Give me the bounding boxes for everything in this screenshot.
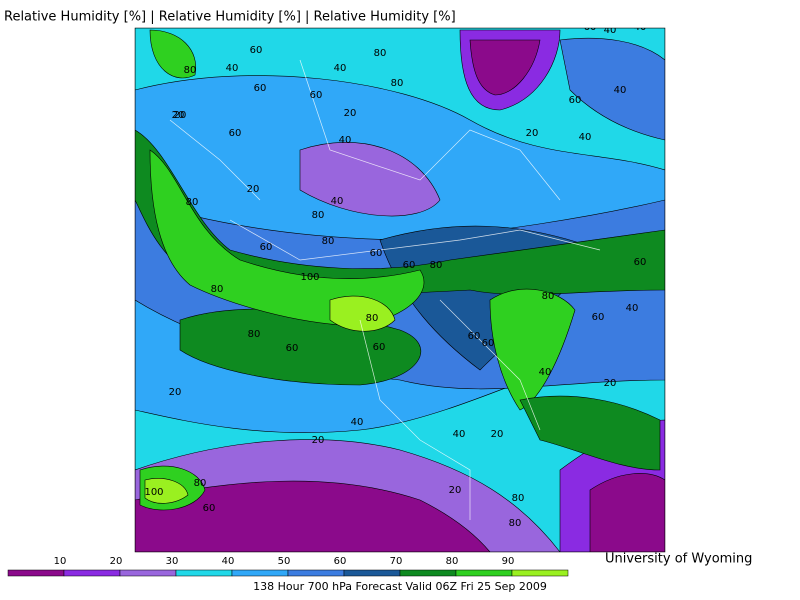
map-frame	[134, 27, 666, 553]
contour-label: 60	[373, 342, 386, 353]
contour-label: 40	[331, 196, 344, 207]
colorbar-swatch	[455, 569, 513, 577]
humidity-region	[489, 288, 576, 411]
contour-label: 20	[174, 110, 187, 121]
contour-label: 60	[592, 312, 605, 323]
border	[229, 219, 601, 261]
humidity-region	[559, 37, 665, 141]
colorbar-tick-label: 20	[110, 556, 123, 567]
colorbar-swatch	[231, 569, 289, 577]
contour-label: 100	[300, 272, 319, 283]
contour-label: 40	[604, 25, 617, 36]
map: 60 40 40 60 80 80 20 40 60 40 60 80 20 60 20 40 40 40 20 60…	[134, 22, 666, 553]
contour-label: 80	[211, 284, 224, 295]
humidity-region	[149, 29, 197, 79]
border	[299, 59, 561, 201]
contour-label: 40	[539, 367, 552, 378]
humidity-region	[589, 473, 665, 552]
contour-label: 60	[286, 343, 299, 354]
contour-label: 40	[226, 63, 239, 74]
contour-label: 80	[184, 65, 197, 76]
humidity-region	[329, 295, 396, 332]
colorbar-swatch	[511, 569, 569, 577]
contour-label: 20	[449, 485, 462, 496]
colorbar-tick-label: 30	[166, 556, 179, 567]
contour-label: 60	[310, 90, 323, 101]
contour-label: 80	[186, 197, 199, 208]
humidity-region	[144, 478, 189, 504]
contour-label: 80	[248, 329, 261, 340]
contour-label: 80	[374, 48, 387, 59]
contour-label: 40	[453, 429, 466, 440]
contour-label: 80	[366, 313, 379, 324]
humidity-region	[135, 480, 491, 552]
colorbar-swatch	[175, 569, 233, 577]
contour-label: 60	[584, 22, 597, 33]
contour-label: 80	[542, 291, 555, 302]
contour-label: 80	[391, 78, 404, 89]
colorbar-tick-label: 60	[334, 556, 347, 567]
contour-label: 100	[144, 487, 163, 498]
contour-label: 20	[312, 435, 325, 446]
contour-label: 80	[512, 493, 525, 504]
colorbar-swatch	[343, 569, 401, 577]
caption: 138 Hour 700 hPa Forecast Valid 06Z Fri …	[253, 580, 547, 593]
colorbar: 10 20 30 40 50 60 70 80 90	[7, 556, 569, 577]
contour-label: 20	[526, 128, 539, 139]
colorbar-tick-label: 90	[502, 556, 515, 567]
contour-label: 60	[260, 242, 273, 253]
colorbar-tick-label: 70	[390, 556, 403, 567]
contour-label: 80	[430, 260, 443, 271]
colorbar-swatch	[7, 569, 65, 577]
colorbar-swatch	[63, 569, 121, 577]
humidity-region	[519, 395, 661, 471]
contour-label: 80	[322, 236, 335, 247]
contour-label: 80	[194, 478, 207, 489]
colorbar-swatch	[399, 569, 457, 577]
contour-label: 20	[172, 110, 185, 121]
contour-label: 20	[169, 387, 182, 398]
contour-label: 60	[203, 503, 216, 514]
contour-label: 80	[312, 210, 325, 221]
humidity-region	[149, 149, 425, 326]
contour-label: 40	[351, 417, 364, 428]
contour-label: 60	[634, 257, 647, 268]
contour-label: 60	[468, 331, 481, 342]
contour-label: 20	[344, 108, 357, 119]
contour-label: 20	[604, 378, 617, 389]
contour-label: 60	[482, 338, 495, 349]
contour-label: 40	[614, 85, 627, 96]
contour-label: 40	[339, 135, 352, 146]
colorbar-swatch	[287, 569, 345, 577]
title: Relative Humidity [%] | Relative Humidit…	[4, 10, 456, 25]
contour-label: 80	[509, 518, 522, 529]
border	[359, 319, 471, 520]
contour-label: 20	[491, 429, 504, 440]
border	[439, 299, 541, 431]
contour-label: 40	[334, 63, 347, 74]
colorbar-tick-label: 80	[446, 556, 459, 567]
contour-label: 40	[579, 132, 592, 143]
colorbar-tick-label: 10	[54, 556, 67, 567]
border	[169, 119, 261, 201]
colorbar-tick-label: 50	[278, 556, 291, 567]
contour-label: 60	[254, 83, 267, 94]
humidity-region	[469, 39, 541, 96]
contour-label: 60	[403, 260, 416, 271]
contour-label: 60	[229, 128, 242, 139]
contour-label: 60	[569, 95, 582, 106]
contour-label: 60	[370, 248, 383, 259]
contour-label: 40	[634, 22, 647, 33]
colorbar-tick-label: 40	[222, 556, 235, 567]
humidity-region	[299, 142, 441, 217]
humidity-field: 60 40 40 60 80 80 20 40 60 40 60 80 20 60 20 40 40 40 20 60…	[135, 22, 665, 552]
contour-label: 20	[247, 184, 260, 195]
credit: University of Wyoming	[605, 552, 752, 567]
contour-label: 60	[250, 45, 263, 56]
colorbar-swatch	[119, 569, 177, 577]
contour-label: 40	[626, 303, 639, 314]
